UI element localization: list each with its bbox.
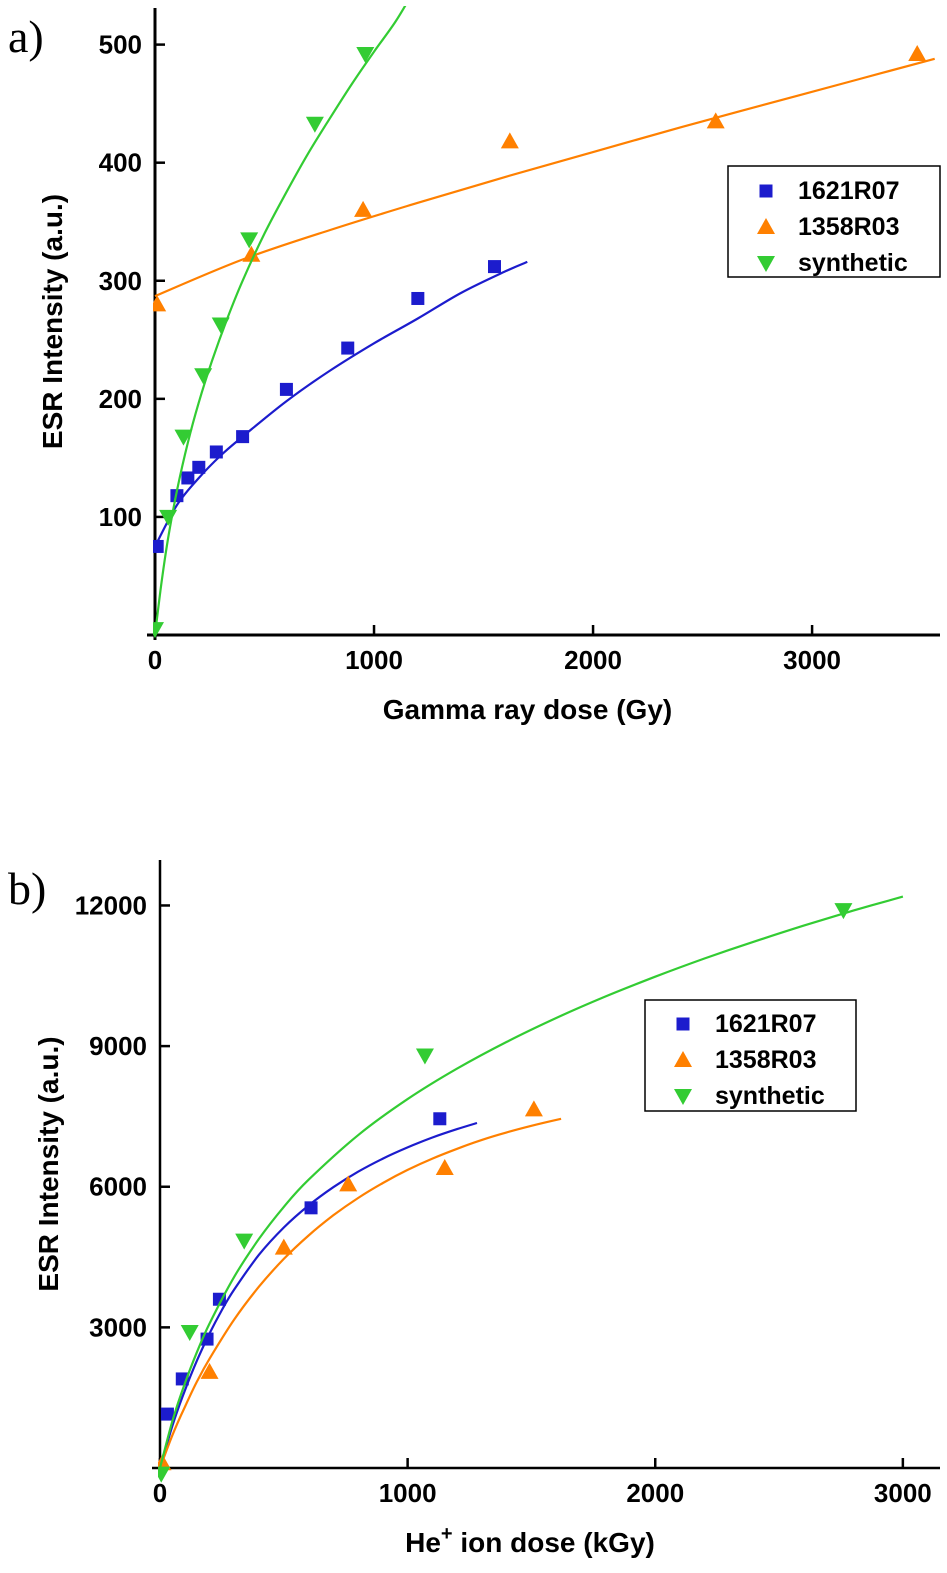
data-point-marker (908, 45, 927, 62)
y-axis-title: ESR Intensity (a.u.) (37, 194, 68, 449)
data-point-marker (192, 460, 206, 474)
x-axis-title: Gamma ray dose (Gy) (383, 694, 672, 725)
panel-label-b: b) (8, 863, 47, 914)
data-point-marker (236, 430, 250, 444)
legend-label: 1621R07 (798, 177, 899, 205)
data-point-marker (706, 112, 725, 129)
y-tick-label: 6000 (89, 1172, 147, 1202)
series-synthetic (153, 6, 407, 639)
series-1358R03 (158, 1100, 562, 1471)
data-point-marker (356, 47, 375, 64)
series-1621R07 (153, 260, 528, 553)
data-point-marker (242, 245, 261, 262)
legend-label: 1358R03 (715, 1046, 816, 1074)
series-1358R03 (153, 45, 935, 312)
trend-line (153, 6, 407, 636)
y-tick-label: 100 (99, 502, 142, 532)
data-point-marker (180, 1325, 199, 1342)
data-point-marker (235, 1233, 254, 1250)
data-point-marker (339, 1175, 358, 1192)
x-tick-label: 0 (148, 645, 162, 675)
data-point-marker (159, 509, 178, 526)
data-point-marker (435, 1158, 454, 1175)
trend-line (158, 1121, 478, 1469)
x-tick-label: 2000 (626, 1478, 684, 1508)
data-point-marker (240, 232, 259, 249)
data-point-marker (153, 622, 164, 639)
data-point-marker (341, 341, 355, 355)
y-axis-title: ESR Intensity (a.u.) (33, 1036, 64, 1291)
data-point-marker (153, 539, 164, 553)
data-point-marker (304, 1201, 318, 1215)
panel-label-a: a) (8, 11, 44, 62)
data-point-marker (200, 1362, 219, 1379)
x-tick-label: 3000 (874, 1478, 932, 1508)
x-axis-title: He+ ion dose (kGy) (405, 1523, 655, 1558)
data-point-marker (194, 368, 213, 385)
legend-label: 1358R03 (798, 213, 899, 241)
trend-line (158, 1117, 562, 1469)
y-tick-label: 400 (99, 148, 142, 178)
legend-label: synthetic (798, 249, 908, 277)
data-point-marker (433, 1112, 447, 1126)
x-tick-label: 0 (153, 1478, 167, 1508)
chart-b-svg: 0 1000 2000 3000 3000 6000 9000 12000 He+ ion do… (33, 860, 940, 1558)
chart-a-svg: 0 1000 2000 3000 100 200 300 400 500 Gamma ray do… (37, 6, 941, 725)
x-tick-label: 1000 (379, 1478, 437, 1508)
data-point-marker (834, 903, 853, 920)
x-tick-label: 1000 (345, 645, 403, 675)
legend-swatch (674, 1051, 692, 1067)
series-1621R07 (158, 1112, 478, 1469)
trend-line (158, 895, 904, 1469)
y-tick-label: 500 (99, 30, 142, 60)
data-point-marker (500, 132, 519, 149)
legend: 1621R07 1358R03 synthetic (727, 165, 941, 278)
data-point-marker (524, 1100, 543, 1117)
y-tick-label: 200 (99, 384, 142, 414)
legend-swatch (674, 1089, 692, 1105)
y-tick-label: 3000 (89, 1312, 147, 1342)
legend-label: 1621R07 (715, 1010, 816, 1038)
trend-line (154, 260, 528, 547)
series-synthetic (158, 895, 904, 1483)
data-point-marker (181, 471, 195, 485)
legend-swatch (759, 184, 773, 198)
y-tick-label: 12000 (75, 890, 147, 920)
data-point-marker (209, 445, 223, 459)
data-point-marker (305, 116, 324, 133)
data-point-marker (158, 1466, 171, 1483)
data-point-marker (153, 295, 167, 312)
x-tick-label: 2000 (564, 645, 622, 675)
legend-swatch (757, 218, 775, 234)
data-point-marker (354, 200, 373, 217)
y-tick-label: 300 (99, 266, 142, 296)
data-point-marker (411, 291, 425, 305)
data-point-marker (487, 260, 501, 274)
data-point-marker (160, 1407, 174, 1421)
y-tick-label: 9000 (89, 1031, 147, 1061)
data-point-marker (274, 1238, 293, 1255)
legend-label: synthetic (715, 1082, 825, 1110)
data-point-marker (174, 429, 193, 446)
x-tick-label: 3000 (783, 645, 841, 675)
data-point-marker (415, 1048, 434, 1065)
legend-swatch (676, 1017, 690, 1031)
trend-line (154, 57, 935, 298)
legend-swatch (757, 256, 775, 272)
data-point-marker (279, 382, 293, 396)
legend: 1621R07 1358R03 synthetic (644, 999, 857, 1112)
data-point-marker (211, 317, 230, 334)
